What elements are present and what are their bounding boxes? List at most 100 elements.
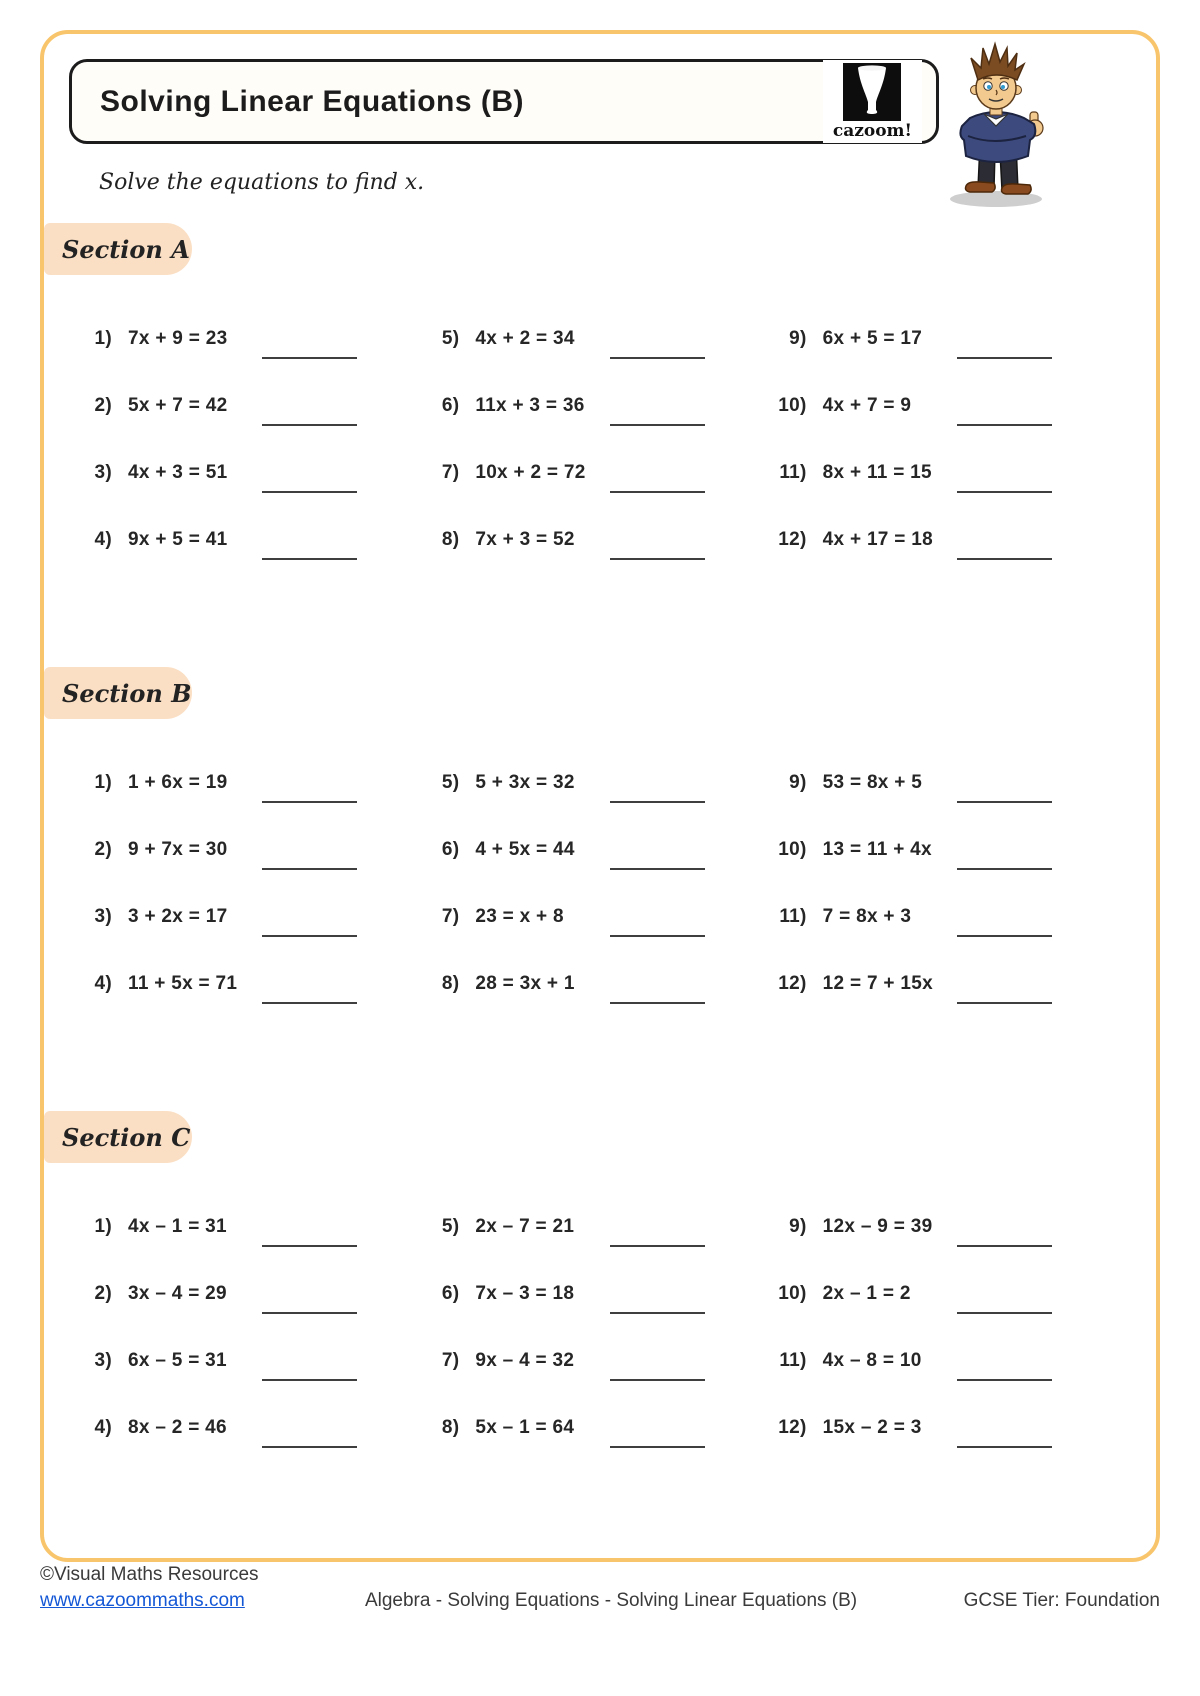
answer-blank[interactable] bbox=[609, 538, 705, 560]
problem: 2) 9 + 7x = 30 bbox=[66, 816, 358, 883]
answer-blank[interactable] bbox=[262, 538, 358, 560]
answer-blank[interactable] bbox=[262, 982, 358, 1004]
answer-blank[interactable] bbox=[609, 1426, 705, 1448]
cazoom-goblet-icon bbox=[843, 63, 902, 121]
problem: 5) 2x – 7 = 21 bbox=[413, 1193, 705, 1260]
equation-text: 4x + 7 = 9 bbox=[822, 394, 912, 416]
footer: ©Visual Maths Resources www.cazoommaths.… bbox=[40, 1562, 1160, 1613]
answer-blank[interactable] bbox=[262, 471, 358, 493]
equation-text: 3 + 2x = 17 bbox=[128, 905, 228, 927]
equation-text: 5 + 3x = 32 bbox=[475, 771, 575, 793]
equation-text: 13 = 11 + 4x bbox=[822, 838, 932, 860]
answer-blank[interactable] bbox=[609, 337, 705, 359]
instruction-text: Solve the equations to find x. bbox=[99, 170, 425, 195]
answer-blank[interactable] bbox=[957, 1292, 1052, 1314]
answer-blank[interactable] bbox=[957, 848, 1052, 870]
problem-number: 7) bbox=[441, 1349, 460, 1371]
answer-blank[interactable] bbox=[609, 781, 705, 803]
equation-text: 4x – 1 = 31 bbox=[128, 1215, 227, 1237]
problem-number: 3) bbox=[94, 905, 112, 927]
answer-blank[interactable] bbox=[262, 404, 358, 426]
answer-blank[interactable] bbox=[957, 337, 1052, 359]
problem: 6) 7x – 3 = 18 bbox=[413, 1260, 705, 1327]
answer-blank[interactable] bbox=[609, 848, 705, 870]
answer-blank[interactable] bbox=[609, 1359, 705, 1381]
equation-text: 10x + 2 = 72 bbox=[475, 461, 586, 483]
problem: 7) 10x + 2 = 72 bbox=[413, 439, 705, 506]
answer-blank[interactable] bbox=[957, 1225, 1052, 1247]
title-box: Solving Linear Equations (B) cazoom! bbox=[69, 59, 939, 144]
problem: 6) 11x + 3 = 36 bbox=[413, 372, 705, 439]
equation-text: 2x – 1 = 2 bbox=[822, 1282, 911, 1304]
answer-blank[interactable] bbox=[262, 1292, 358, 1314]
copyright-text: ©Visual Maths Resources bbox=[40, 1564, 259, 1585]
problem-number: 4) bbox=[94, 528, 112, 550]
answer-blank[interactable] bbox=[957, 404, 1052, 426]
problem: 5) 5 + 3x = 32 bbox=[413, 749, 705, 816]
answer-blank[interactable] bbox=[957, 781, 1052, 803]
problem: 2) 5x + 7 = 42 bbox=[66, 372, 358, 439]
problem-number: 12) bbox=[778, 1416, 807, 1438]
problem: 10) 13 = 11 + 4x bbox=[761, 816, 1052, 883]
answer-blank[interactable] bbox=[262, 337, 358, 359]
answer-blank[interactable] bbox=[609, 404, 705, 426]
problem-number: 11) bbox=[779, 905, 807, 927]
answer-blank[interactable] bbox=[957, 471, 1052, 493]
answer-blank[interactable] bbox=[609, 471, 705, 493]
answer-blank[interactable] bbox=[609, 1292, 705, 1314]
equation-text: 3x – 4 = 29 bbox=[128, 1282, 227, 1304]
problem: 9) 12x – 9 = 39 bbox=[761, 1193, 1052, 1260]
equation-text: 53 = 8x + 5 bbox=[822, 771, 923, 793]
cazoom-logo-text: cazoom! bbox=[832, 121, 912, 141]
problem-number: 2) bbox=[94, 838, 112, 860]
problem-number: 9) bbox=[789, 327, 807, 349]
problem: 11) 4x – 8 = 10 bbox=[761, 1327, 1052, 1394]
answer-blank[interactable] bbox=[957, 982, 1052, 1004]
equation-text: 8x – 2 = 46 bbox=[128, 1416, 227, 1438]
answer-blank[interactable] bbox=[957, 915, 1052, 937]
answer-blank[interactable] bbox=[957, 538, 1052, 560]
answer-blank[interactable] bbox=[609, 915, 705, 937]
equation-text: 9x + 5 = 41 bbox=[128, 528, 228, 550]
answer-blank[interactable] bbox=[262, 781, 358, 803]
problem-number: 4) bbox=[94, 972, 112, 994]
problem: 12) 4x + 17 = 18 bbox=[761, 506, 1052, 573]
answer-blank[interactable] bbox=[262, 1426, 358, 1448]
problem-number: 2) bbox=[94, 394, 112, 416]
answer-blank[interactable] bbox=[262, 848, 358, 870]
problem: 1) 1 + 6x = 19 bbox=[66, 749, 358, 816]
answer-blank[interactable] bbox=[609, 982, 705, 1004]
equation-text: 11x + 3 = 36 bbox=[475, 394, 585, 416]
problem: 8) 28 = 3x + 1 bbox=[413, 950, 705, 1017]
problem-number: 6) bbox=[441, 1282, 460, 1304]
problem: 4) 8x – 2 = 46 bbox=[66, 1394, 358, 1461]
cazoommaths-link[interactable]: www.cazoommaths.com bbox=[40, 1589, 245, 1611]
answer-blank[interactable] bbox=[957, 1359, 1052, 1381]
equation-text: 9x – 4 = 32 bbox=[475, 1349, 575, 1371]
problem: 9) 53 = 8x + 5 bbox=[761, 749, 1052, 816]
equation-text: 4x + 3 = 51 bbox=[128, 461, 228, 483]
problem: 10) 2x – 1 = 2 bbox=[761, 1260, 1052, 1327]
equation-text: 6x + 5 = 17 bbox=[822, 327, 923, 349]
problem: 1) 7x + 9 = 23 bbox=[66, 305, 358, 372]
problem: 2) 3x – 4 = 29 bbox=[66, 1260, 358, 1327]
section-label-b: Section B bbox=[44, 667, 192, 719]
equation-text: 4 + 5x = 44 bbox=[475, 838, 575, 860]
problem-number: 5) bbox=[441, 327, 460, 349]
problem: 11) 8x + 11 = 15 bbox=[761, 439, 1052, 506]
answer-blank[interactable] bbox=[609, 1225, 705, 1247]
answer-blank[interactable] bbox=[262, 1359, 358, 1381]
problem-number: 12) bbox=[778, 972, 807, 994]
answer-blank[interactable] bbox=[262, 915, 358, 937]
problem: 4) 11 + 5x = 71 bbox=[66, 950, 358, 1017]
problem: 6) 4 + 5x = 44 bbox=[413, 816, 705, 883]
equation-text: 2x – 7 = 21 bbox=[475, 1215, 575, 1237]
equation-text: 12 = 7 + 15x bbox=[822, 972, 933, 994]
problem-number: 8) bbox=[441, 528, 460, 550]
equation-text: 7x – 3 = 18 bbox=[475, 1282, 575, 1304]
answer-blank[interactable] bbox=[957, 1426, 1052, 1448]
answer-blank[interactable] bbox=[262, 1225, 358, 1247]
section-label-c: Section C bbox=[44, 1111, 192, 1163]
mascot-boy-illustration bbox=[950, 41, 1044, 207]
